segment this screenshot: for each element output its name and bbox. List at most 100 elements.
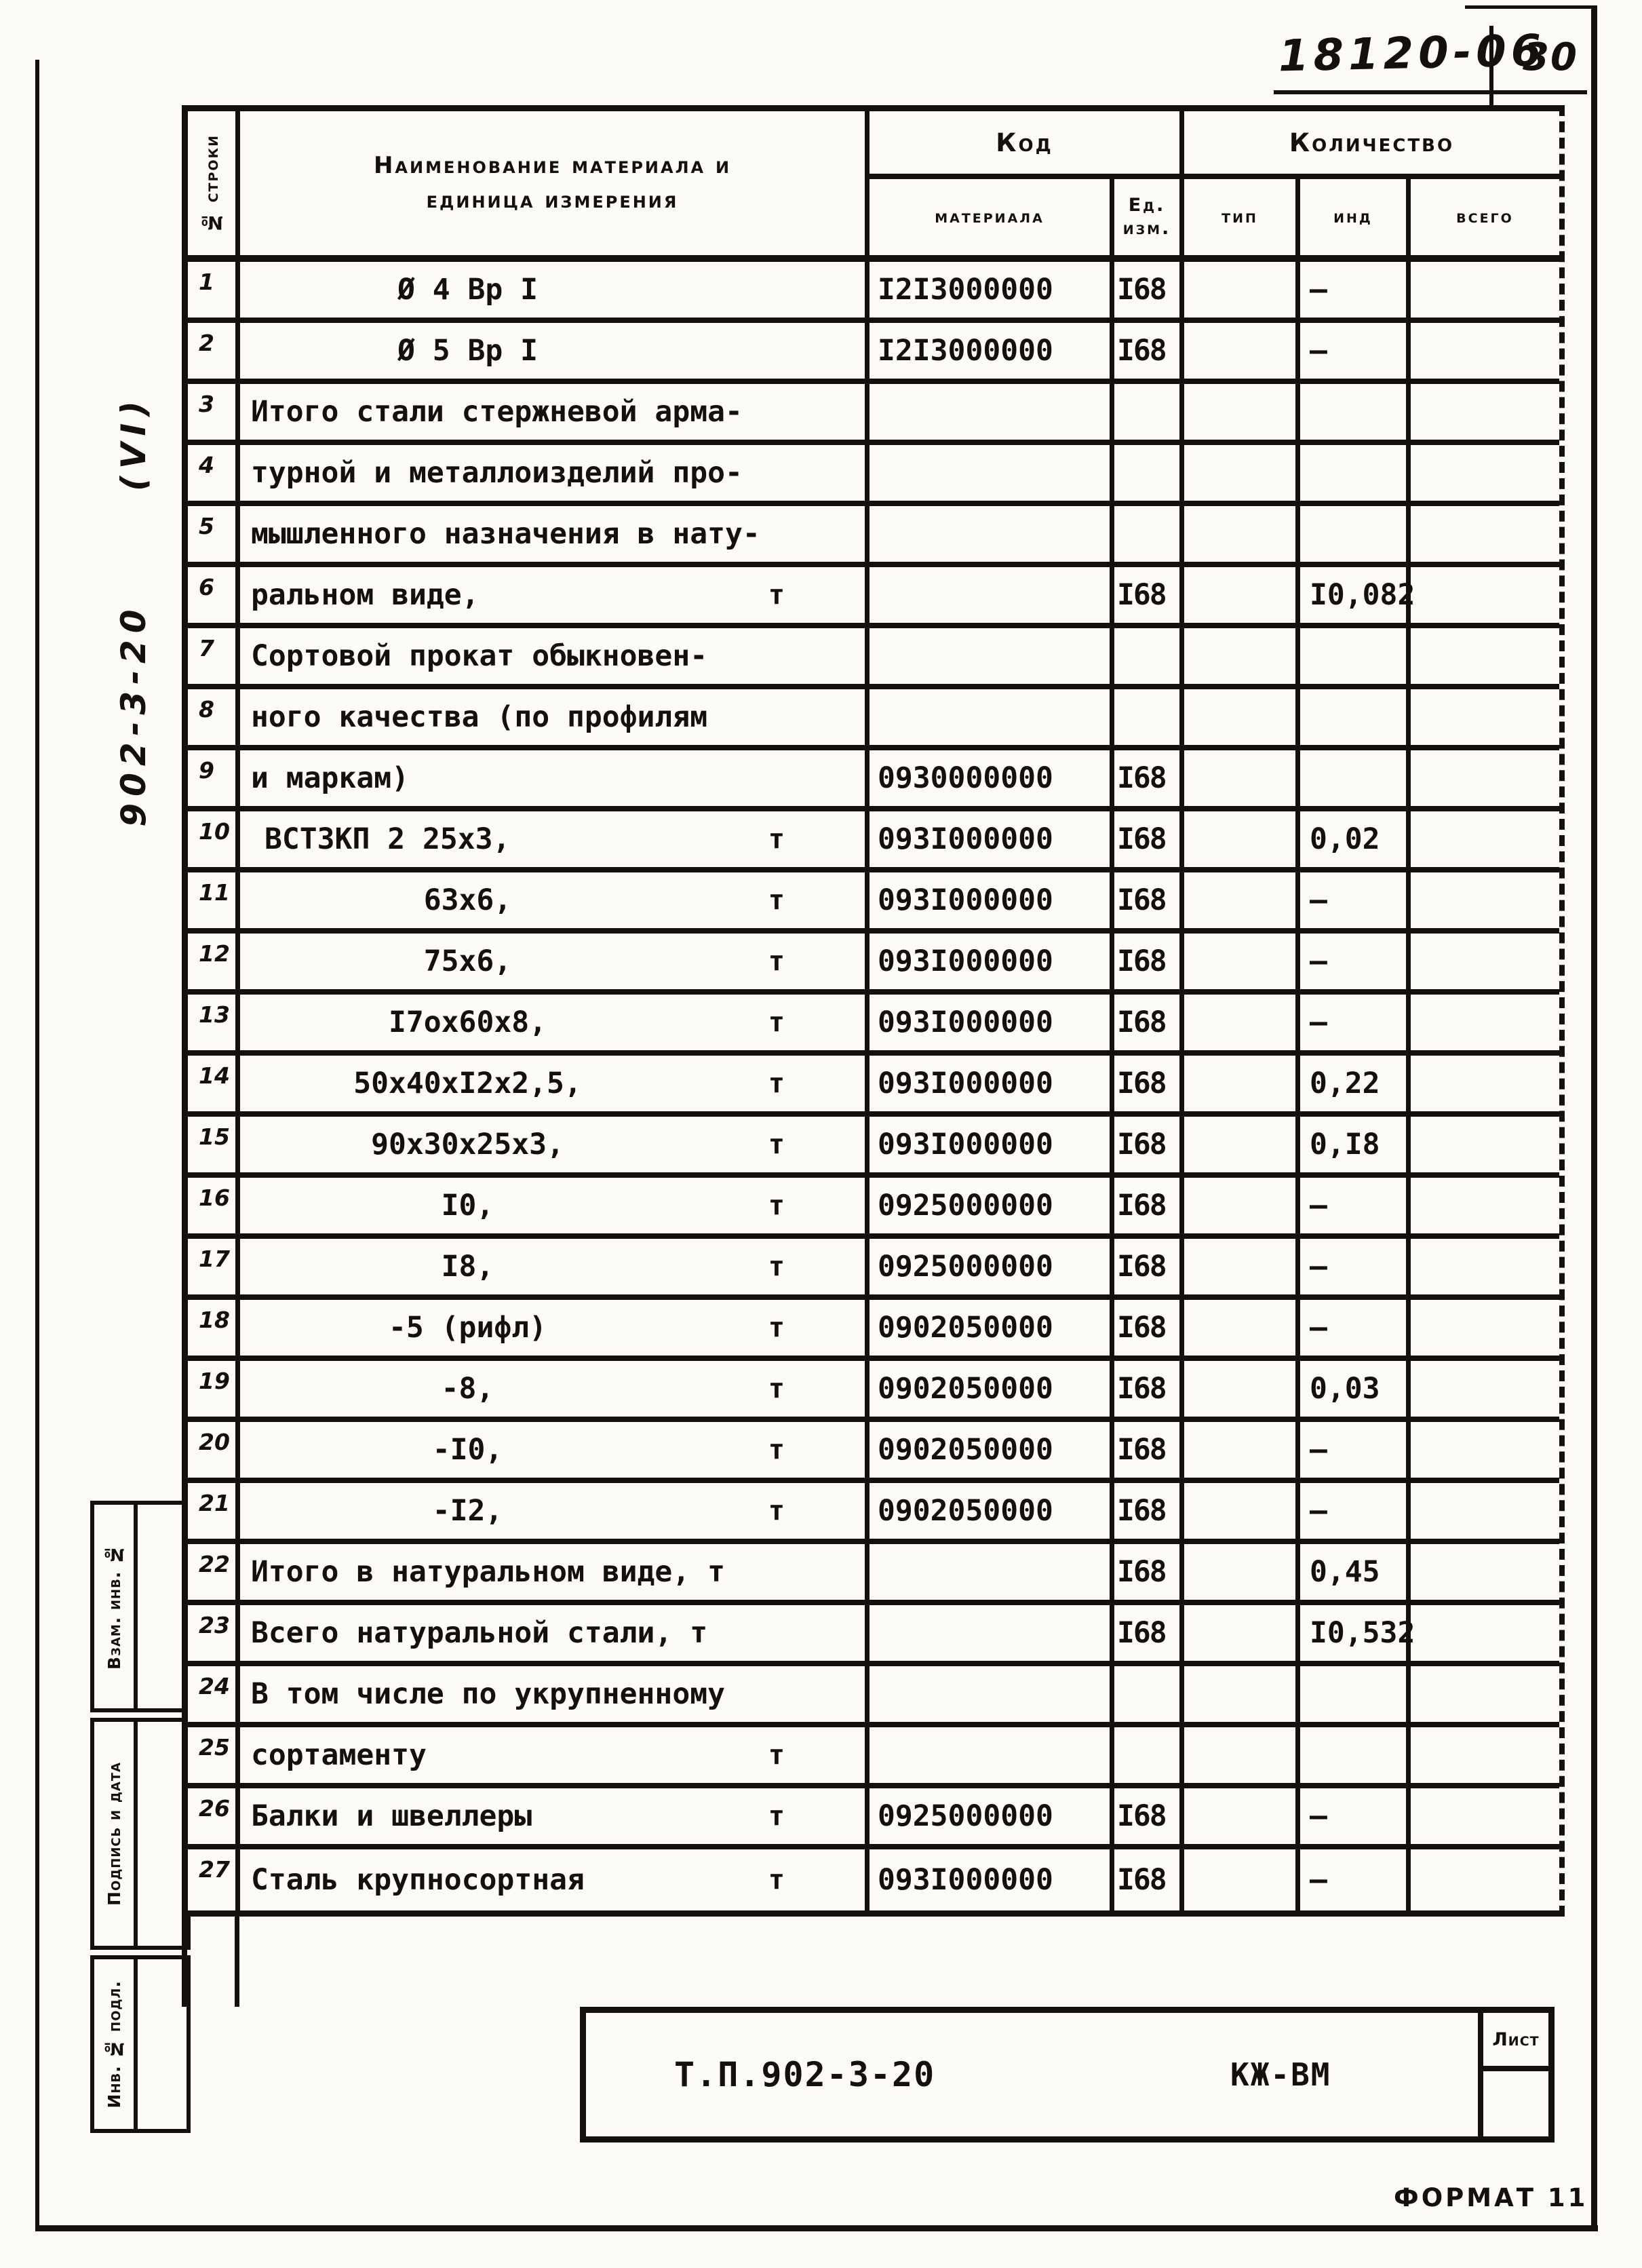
material-name-text: 63х6, <box>423 883 512 917</box>
qty-ind-cell: – <box>1300 1239 1411 1300</box>
material-name-cell: Сталь крупносортная т <box>240 1849 869 1910</box>
material-code-cell: I2I3000000 <box>869 262 1114 323</box>
unit-code-cell: I68 <box>1114 1361 1184 1422</box>
material-code-cell <box>869 1666 1114 1727</box>
title-block: Т.П.902-3-20 КЖ-ВМ Лист <box>580 2007 1555 2142</box>
row-number-cell: 20 <box>188 1422 240 1483</box>
material-code-cell <box>869 567 1114 628</box>
material-name-cell: ного качества (по профилям <box>240 689 869 750</box>
qty-type-cell <box>1184 1422 1300 1483</box>
side-project-code: 902-3-20 (VI) <box>114 394 153 827</box>
material-code-cell: 0925000000 <box>869 1239 1114 1300</box>
qty-type-cell <box>1184 1483 1300 1544</box>
qty-total-cell <box>1411 1544 1559 1605</box>
material-name-cell: I8, т <box>240 1239 869 1300</box>
material-name-text: Балки и швеллеры <box>251 1799 532 1833</box>
unit-code-cell <box>1114 384 1184 445</box>
material-code-cell: 093I000000 <box>869 995 1114 1056</box>
row-number-cell: 18 <box>188 1300 240 1361</box>
header-qty-type: тип <box>1184 179 1300 262</box>
title-block-main-cell: Т.П.902-3-20 КЖ-ВМ <box>586 2013 1483 2136</box>
material-name-cell: Сортовой прокат обыкновен- <box>240 628 869 689</box>
material-code-cell <box>869 506 1114 567</box>
material-name-cell: ВСТ3КП 2 25х3, т <box>240 811 869 872</box>
unit-symbol: т <box>768 1251 785 1282</box>
unit-code-cell: I68 <box>1114 750 1184 811</box>
material-name-text: 90х30х25х3, <box>371 1128 564 1161</box>
qty-total-cell <box>1411 995 1559 1056</box>
qty-type-cell <box>1184 506 1300 567</box>
unit-symbol: т <box>768 885 785 916</box>
header-unit-code: Ед. изм. <box>1114 179 1184 262</box>
unit-code-cell: I68 <box>1114 262 1184 323</box>
unit-code-cell: I68 <box>1114 1483 1184 1544</box>
unit-code-cell: I68 <box>1114 1056 1184 1117</box>
qty-type-cell <box>1184 689 1300 750</box>
material-code-cell: 0902050000 <box>869 1483 1114 1544</box>
material-name-text: I7ох60х8, <box>389 1005 547 1039</box>
qty-total-cell <box>1411 689 1559 750</box>
qty-type-cell <box>1184 934 1300 995</box>
material-name-text: I0, <box>441 1189 494 1223</box>
unit-symbol: т <box>768 1007 785 1038</box>
material-name-cell: I7ох60х8, т <box>240 995 869 1056</box>
row-number-cell: 9 <box>188 750 240 811</box>
qty-ind-cell: – <box>1300 995 1411 1056</box>
material-name-cell: турной и металлоизделий про- <box>240 445 869 506</box>
qty-type-cell <box>1184 1178 1300 1239</box>
row-number-cell: 7 <box>188 628 240 689</box>
qty-type-cell <box>1184 1361 1300 1422</box>
qty-type-cell <box>1184 1300 1300 1361</box>
material-name-text: 50х40хI2х2,5, <box>353 1066 582 1100</box>
unit-symbol: т <box>768 824 785 855</box>
material-code-cell <box>869 1727 1114 1788</box>
qty-type-cell <box>1184 1666 1300 1727</box>
material-code-cell: 093I000000 <box>869 1056 1114 1117</box>
qty-ind-cell: – <box>1300 1178 1411 1239</box>
unit-code-cell <box>1114 689 1184 750</box>
qty-type-cell <box>1184 567 1300 628</box>
qty-ind-cell: – <box>1300 1849 1411 1910</box>
material-name-text: турной и металлоизделий про- <box>251 456 743 490</box>
qty-ind-cell: 0,22 <box>1300 1056 1411 1117</box>
material-name-text: Сталь крупносортная <box>251 1863 585 1897</box>
unit-code-cell: I68 <box>1114 1788 1184 1849</box>
material-code-cell <box>869 1544 1114 1605</box>
material-code-cell: 0902050000 <box>869 1300 1114 1361</box>
qty-ind-cell <box>1300 506 1411 567</box>
qty-type-cell <box>1184 323 1300 384</box>
material-name-text: -I2, <box>432 1494 503 1528</box>
qty-total-cell <box>1411 567 1559 628</box>
qty-total-cell <box>1411 934 1559 995</box>
row-number-cell: 17 <box>188 1239 240 1300</box>
table-stub-line-right <box>235 1917 239 2007</box>
material-name-cell: сортаменту т <box>240 1727 869 1788</box>
unit-code-cell: I68 <box>1114 323 1184 384</box>
material-code-cell: 093I000000 <box>869 1849 1114 1910</box>
material-name-cell: -8, т <box>240 1361 869 1422</box>
unit-code-cell: I68 <box>1114 1178 1184 1239</box>
qty-total-cell <box>1411 1178 1559 1239</box>
material-name-text: Итого стали стержневой арма- <box>251 395 743 429</box>
title-block-doc-code: Т.П.902-3-20 <box>674 2055 936 2094</box>
sheet-corner-mark <box>1465 5 1591 9</box>
unit-symbol: т <box>768 1068 785 1099</box>
qty-type-cell <box>1184 1544 1300 1605</box>
material-name-text: Ø 4 Вр I <box>397 273 539 307</box>
material-name-text: 75х6, <box>423 944 512 978</box>
material-name-cell: Балки и швеллеры т <box>240 1788 869 1849</box>
qty-total-cell <box>1411 384 1559 445</box>
doc-number-tick <box>1489 26 1493 141</box>
unit-symbol: т <box>768 1312 785 1343</box>
qty-ind-cell <box>1300 750 1411 811</box>
qty-type-cell <box>1184 1056 1300 1117</box>
material-name-cell: 63х6, т <box>240 872 869 934</box>
unit-code-cell: I68 <box>1114 872 1184 934</box>
material-name-text: В том числе по укрупненному <box>251 1677 725 1711</box>
unit-symbol: т <box>768 946 785 977</box>
row-number-cell: 5 <box>188 506 240 567</box>
stamp-label-cell: Подпись и дата <box>94 1722 138 1946</box>
material-code-cell <box>869 384 1114 445</box>
qty-total-cell <box>1411 1422 1559 1483</box>
header-qty-ind: инд <box>1300 179 1411 262</box>
